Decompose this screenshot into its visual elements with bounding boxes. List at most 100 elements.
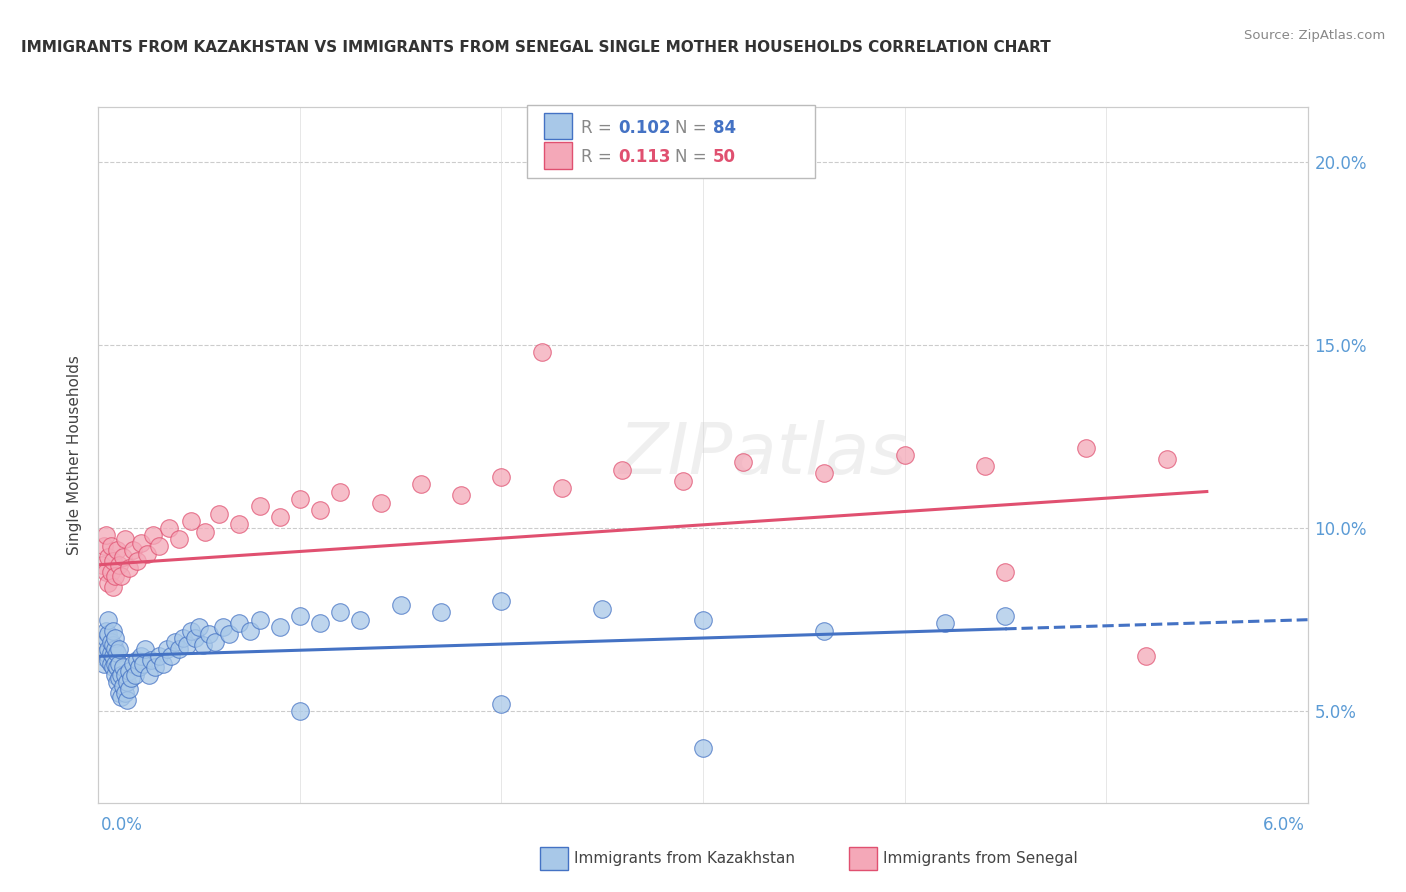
- Text: N =: N =: [675, 119, 711, 136]
- Point: [132, 657, 155, 671]
- Point: [111, 550, 134, 565]
- Point: [409, 477, 432, 491]
- Point: [110, 667, 132, 681]
- Text: ZIPatlas: ZIPatlas: [619, 420, 908, 490]
- Point: [121, 543, 143, 558]
- Point: [101, 638, 124, 652]
- Point: [152, 657, 174, 671]
- Point: [491, 594, 513, 608]
- Point: [103, 667, 125, 681]
- Point: [198, 627, 221, 641]
- Point: [107, 642, 129, 657]
- Point: [129, 649, 152, 664]
- Point: [105, 675, 128, 690]
- Point: [103, 657, 125, 671]
- Point: [692, 740, 714, 755]
- Point: [120, 671, 142, 685]
- Point: [118, 682, 141, 697]
- Text: R =: R =: [581, 119, 617, 136]
- Point: [100, 540, 122, 554]
- Point: [101, 660, 124, 674]
- Point: [105, 660, 128, 674]
- Point: [430, 606, 453, 620]
- Point: [115, 693, 138, 707]
- Point: [994, 609, 1017, 624]
- Point: [115, 675, 138, 690]
- Point: [269, 620, 291, 634]
- Point: [101, 554, 124, 568]
- Point: [349, 613, 371, 627]
- Point: [105, 543, 128, 558]
- Point: [107, 558, 129, 572]
- Point: [309, 503, 332, 517]
- Point: [114, 667, 136, 681]
- Point: [100, 646, 122, 660]
- Point: [148, 649, 170, 664]
- Point: [129, 536, 152, 550]
- Point: [143, 660, 166, 674]
- Point: [288, 609, 311, 624]
- Point: [194, 524, 217, 539]
- Point: [101, 624, 124, 638]
- Point: [107, 686, 129, 700]
- Point: [97, 613, 120, 627]
- Point: [142, 528, 165, 542]
- Point: [97, 653, 120, 667]
- Point: [288, 491, 311, 506]
- Point: [893, 448, 915, 462]
- Point: [180, 624, 202, 638]
- Point: [813, 624, 835, 638]
- Point: [139, 653, 162, 667]
- Text: Immigrants from Senegal: Immigrants from Senegal: [883, 851, 1078, 865]
- Point: [118, 561, 141, 575]
- Point: [551, 481, 574, 495]
- Point: [163, 634, 186, 648]
- Point: [1074, 441, 1097, 455]
- Point: [114, 686, 136, 700]
- Point: [491, 697, 513, 711]
- Point: [100, 657, 122, 671]
- Point: [91, 649, 114, 664]
- Text: Source: ZipAtlas.com: Source: ZipAtlas.com: [1244, 29, 1385, 42]
- Point: [110, 690, 132, 704]
- Point: [110, 568, 132, 582]
- Point: [103, 642, 125, 657]
- Point: [239, 624, 262, 638]
- Text: 0.0%: 0.0%: [101, 816, 143, 834]
- Point: [103, 631, 125, 645]
- Point: [96, 624, 118, 638]
- Point: [114, 532, 136, 546]
- Point: [612, 462, 634, 476]
- Point: [450, 488, 472, 502]
- Point: [288, 704, 311, 718]
- Point: [111, 660, 134, 674]
- Point: [269, 510, 291, 524]
- Point: [994, 565, 1017, 579]
- Text: 50: 50: [713, 148, 735, 166]
- Point: [91, 558, 114, 572]
- Point: [107, 657, 129, 671]
- Point: [97, 576, 120, 591]
- Point: [974, 458, 997, 473]
- Point: [93, 657, 115, 671]
- Point: [249, 613, 271, 627]
- Point: [101, 580, 124, 594]
- Point: [134, 642, 156, 657]
- Point: [228, 616, 250, 631]
- Point: [188, 620, 211, 634]
- Point: [128, 660, 150, 674]
- Text: 0.113: 0.113: [619, 148, 671, 166]
- Point: [96, 528, 118, 542]
- Point: [530, 345, 553, 359]
- Point: [93, 638, 115, 652]
- Point: [121, 657, 143, 671]
- Point: [97, 627, 120, 641]
- Point: [125, 554, 148, 568]
- Point: [156, 642, 179, 657]
- Point: [193, 638, 215, 652]
- Point: [105, 646, 128, 660]
- Point: [96, 646, 118, 660]
- Text: IMMIGRANTS FROM KAZAKHSTAN VS IMMIGRANTS FROM SENEGAL SINGLE MOTHER HOUSEHOLDS C: IMMIGRANTS FROM KAZAKHSTAN VS IMMIGRANTS…: [21, 40, 1050, 55]
- Point: [138, 667, 160, 681]
- Point: [167, 532, 190, 546]
